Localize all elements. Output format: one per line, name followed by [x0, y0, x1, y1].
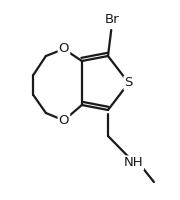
Text: O: O: [59, 43, 69, 55]
Text: Br: Br: [105, 13, 120, 26]
Text: NH: NH: [123, 156, 143, 170]
Text: O: O: [59, 114, 69, 127]
Text: S: S: [125, 76, 133, 90]
